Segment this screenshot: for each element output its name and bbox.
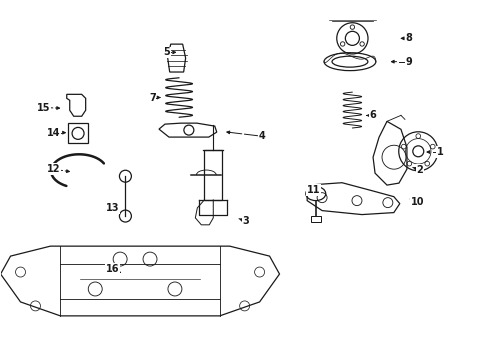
Text: 15: 15 bbox=[37, 103, 50, 113]
Circle shape bbox=[350, 25, 355, 29]
Text: 16: 16 bbox=[105, 264, 119, 274]
Bar bbox=[68, 123, 88, 143]
Text: 11: 11 bbox=[307, 185, 320, 195]
Circle shape bbox=[341, 42, 345, 46]
Text: 6: 6 bbox=[369, 111, 376, 121]
Text: 2: 2 bbox=[416, 165, 423, 175]
Circle shape bbox=[360, 42, 364, 46]
Text: 9: 9 bbox=[406, 57, 413, 67]
Text: 1: 1 bbox=[437, 147, 443, 157]
Text: 5: 5 bbox=[164, 47, 171, 57]
Text: 4: 4 bbox=[259, 131, 266, 141]
Text: 8: 8 bbox=[406, 33, 413, 43]
Text: 14: 14 bbox=[47, 128, 60, 138]
Text: 7: 7 bbox=[149, 93, 156, 103]
Text: 13: 13 bbox=[105, 203, 119, 213]
Text: 3: 3 bbox=[243, 216, 249, 226]
Bar bbox=[204, 150, 222, 200]
Text: 12: 12 bbox=[47, 164, 60, 174]
Text: 10: 10 bbox=[411, 197, 424, 207]
